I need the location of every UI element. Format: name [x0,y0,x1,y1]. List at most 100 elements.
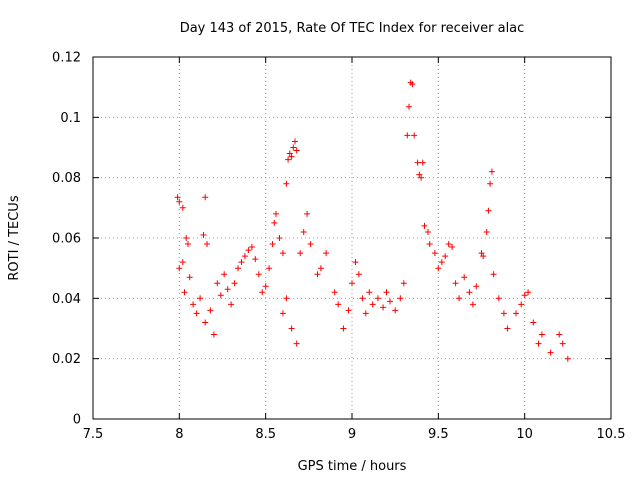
data-point [248,244,255,250]
data-point [352,259,359,266]
data-point [419,159,426,166]
x-tick-label: 8.5 [255,427,276,442]
data-point [255,271,262,278]
data-point [473,283,480,290]
x-axis-label: GPS time / hours [298,459,407,474]
data-point [547,349,554,356]
data-point [273,210,279,217]
data-point [466,289,473,296]
tick-marks [92,56,612,420]
data-point [485,207,492,214]
data-point [186,274,193,281]
data-point [345,307,352,314]
data-point [487,180,494,187]
data-point [300,229,307,235]
x-tick-label: 10 [516,427,533,442]
data-point [513,310,519,317]
data-point [564,355,571,362]
data-point [224,286,231,293]
data-point [445,241,452,247]
data-point [279,310,286,317]
grid-layer [93,57,611,419]
data-point [197,295,204,302]
data-point [397,295,404,302]
data-point [231,280,238,287]
data-point [530,319,537,326]
y-axis-label: ROTI / TECUs [7,195,22,280]
data-point [438,259,445,266]
data-point [483,229,490,235]
data-point [425,229,431,235]
data-point [421,222,428,229]
data-point [176,198,183,205]
data-point [340,325,347,332]
data-point [362,310,369,317]
data-point [418,174,425,181]
data-point [204,241,210,247]
data-point [535,340,542,347]
data-point [559,340,566,347]
data-point [369,301,376,308]
data-point [404,132,411,139]
data-point [286,150,293,157]
data-point [314,271,321,278]
data-point [556,331,563,338]
data-point [411,132,418,139]
data-point [380,304,387,311]
data-point [366,289,373,296]
data-point [456,295,463,302]
data-point [238,259,245,266]
data-point [435,265,442,272]
data-point [449,244,456,250]
y-tick-labels: 0 0.02 0.04 0.06 0.08 0.1 0.12 [52,51,81,428]
data-point [179,259,186,266]
data-point [293,340,300,347]
data-point [500,310,507,317]
data-point [297,250,304,257]
data-points [174,79,571,362]
x-tick-labels: 7.5 8 8.5 9 9.5 10 10.5 [83,427,626,442]
data-point [469,301,476,308]
data-point [525,289,532,296]
data-point [414,159,421,166]
data-point [266,265,273,272]
data-point [221,271,228,278]
data-point [359,295,366,302]
data-point [276,235,283,241]
data-point [538,331,545,338]
data-point [200,232,207,238]
data-point [283,180,290,187]
data-point [285,156,292,163]
data-point [335,301,342,308]
data-point [174,194,181,201]
y-tick-label: 0 [73,413,81,428]
x-tick-label: 8 [175,427,183,442]
x-tick-label: 9 [348,427,356,442]
y-tick-label: 0.12 [52,51,81,66]
data-point [269,241,276,247]
data-point [214,280,221,287]
chart-title: Day 143 of 2015, Rate Of TEC Index for r… [180,21,525,36]
y-tick-label: 0.08 [52,171,81,186]
data-point [387,298,393,305]
data-point [490,271,497,278]
data-point [323,250,330,257]
x-tick-label: 7.5 [83,427,104,442]
data-point [241,253,248,260]
data-point [235,265,241,272]
data-point [259,289,266,296]
y-tick-label: 0.04 [52,292,81,307]
data-point [228,301,235,308]
data-point [176,265,183,272]
data-point [202,194,209,201]
y-tick-label: 0.02 [52,352,81,367]
data-point [392,307,399,314]
y-tick-label: 0.06 [52,232,81,247]
data-point [355,271,362,278]
data-point [271,219,278,226]
data-point [480,253,487,260]
data-point [288,325,295,332]
data-point [495,295,502,302]
data-point [288,153,295,160]
data-point [185,241,191,247]
